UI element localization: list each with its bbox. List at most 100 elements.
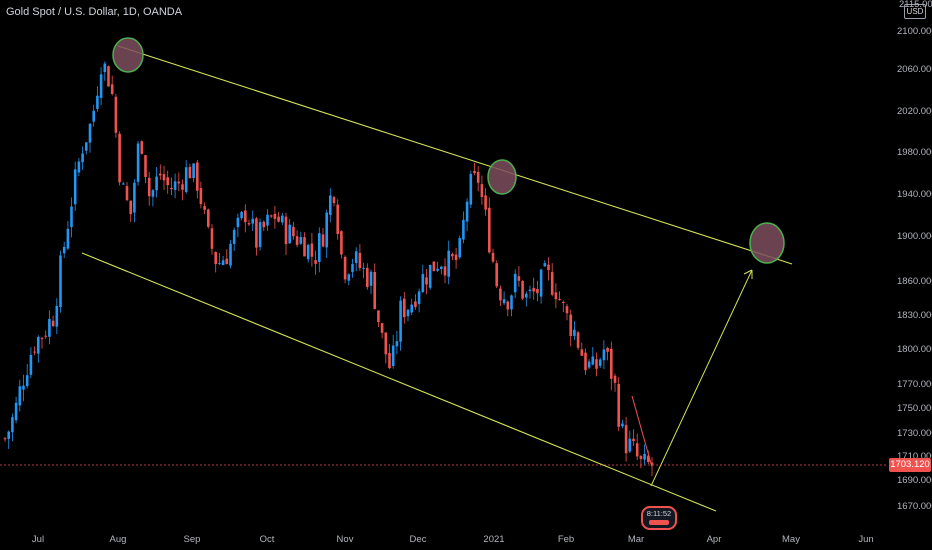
last-price-tag: 1703.120 (889, 458, 931, 472)
candle-up (417, 291, 421, 304)
peak-circle-aug (112, 37, 144, 73)
candle-up (11, 417, 14, 433)
candle-up (155, 176, 158, 191)
markers-layer (112, 37, 785, 264)
x-tick-label: Aug (110, 534, 127, 545)
candle-down (380, 323, 384, 333)
y-tick-label: 2060.000 (897, 64, 932, 75)
candle-up (643, 454, 646, 460)
y-tick-label: 1750.000 (897, 403, 932, 414)
candle-down (606, 348, 609, 352)
candle-up (48, 318, 51, 337)
candle-down (177, 181, 181, 184)
candle-down (170, 187, 173, 190)
candle-up (621, 423, 624, 427)
candle-down (140, 141, 144, 154)
candle-up (406, 309, 410, 317)
candle-up (440, 266, 443, 269)
candle-down (491, 252, 495, 262)
candle-down (181, 184, 184, 190)
candle-up (22, 385, 25, 390)
candle-up (299, 237, 303, 244)
candle-down (210, 228, 214, 249)
candle-up (288, 224, 291, 244)
y-tick-label: 1980.000 (897, 147, 932, 158)
candle-up (458, 238, 461, 258)
candle-up (103, 63, 107, 72)
candle-down (554, 292, 558, 300)
candle-down (576, 332, 580, 348)
candle-down (565, 306, 569, 314)
candle-down (340, 231, 343, 255)
y-axis: 2100.000 2060.000 2020.000 1980.000 1940.000… (897, 0, 932, 512)
candle-up (192, 163, 195, 179)
candle-down (550, 272, 554, 295)
currency-badge[interactable]: USD (904, 4, 926, 19)
candle-up (325, 212, 328, 248)
candle-down (332, 197, 336, 203)
x-tick-label: Feb (558, 534, 574, 545)
candle-up (151, 190, 155, 197)
candle-up (421, 274, 425, 292)
candle-down (388, 352, 391, 369)
candle-up (543, 263, 547, 267)
candle-up (236, 217, 240, 228)
candle-down (277, 216, 280, 222)
candle-down (476, 172, 480, 183)
y-tick-label: 1940.000 (897, 189, 932, 200)
candle-down (454, 254, 458, 260)
flag-icon (649, 520, 669, 525)
candle-down (310, 243, 314, 257)
candle-up (184, 167, 188, 192)
candle-up (354, 251, 358, 263)
candle-down (624, 425, 628, 454)
candle-down (303, 237, 306, 257)
candle-down (521, 280, 524, 299)
candle-up (173, 181, 177, 190)
candle-up (77, 161, 81, 173)
candle-up (525, 293, 528, 298)
y-tick-label: 1690.000 (897, 475, 932, 486)
candle-down (613, 375, 617, 383)
candle-up (37, 336, 40, 354)
candle-up (258, 222, 262, 247)
candle-up (99, 74, 103, 98)
candle-up (229, 243, 232, 266)
candle-down (159, 173, 162, 176)
candle-up (122, 183, 125, 185)
candle-down (343, 256, 347, 280)
candle-up (266, 214, 269, 226)
candle-up (7, 431, 10, 439)
session-badge[interactable]: 8:11:52 (641, 506, 677, 530)
candle-up (351, 264, 354, 273)
candle-up (513, 273, 517, 293)
candle-up (539, 269, 543, 297)
candle-down (162, 174, 166, 181)
x-tick-label: Mar (628, 534, 644, 545)
candle-down (125, 186, 129, 201)
candle-down (639, 456, 643, 459)
candle-up (62, 246, 66, 254)
candle-up (81, 153, 84, 163)
y-tick-label: 1770.000 (897, 379, 932, 390)
candle-down (610, 348, 613, 379)
candle-down (284, 216, 288, 245)
candle-up (573, 329, 576, 336)
candle-down (114, 96, 118, 133)
candle-up (14, 402, 18, 421)
candle-up (362, 267, 365, 269)
candle-down (377, 310, 380, 322)
candle-down (110, 84, 114, 94)
y-tick-label: 1710.000 (897, 451, 932, 462)
projection-arrow-line (650, 269, 753, 487)
candle-down (129, 200, 132, 215)
candle-up (281, 215, 284, 223)
y-tick-label: 1860.000 (897, 276, 932, 287)
candle-down (295, 236, 299, 245)
y-tick-label: 1670.000 (897, 501, 932, 512)
candle-down (647, 455, 650, 462)
candle-up (410, 304, 413, 313)
candle-down (33, 351, 36, 353)
candle-up (318, 233, 321, 262)
